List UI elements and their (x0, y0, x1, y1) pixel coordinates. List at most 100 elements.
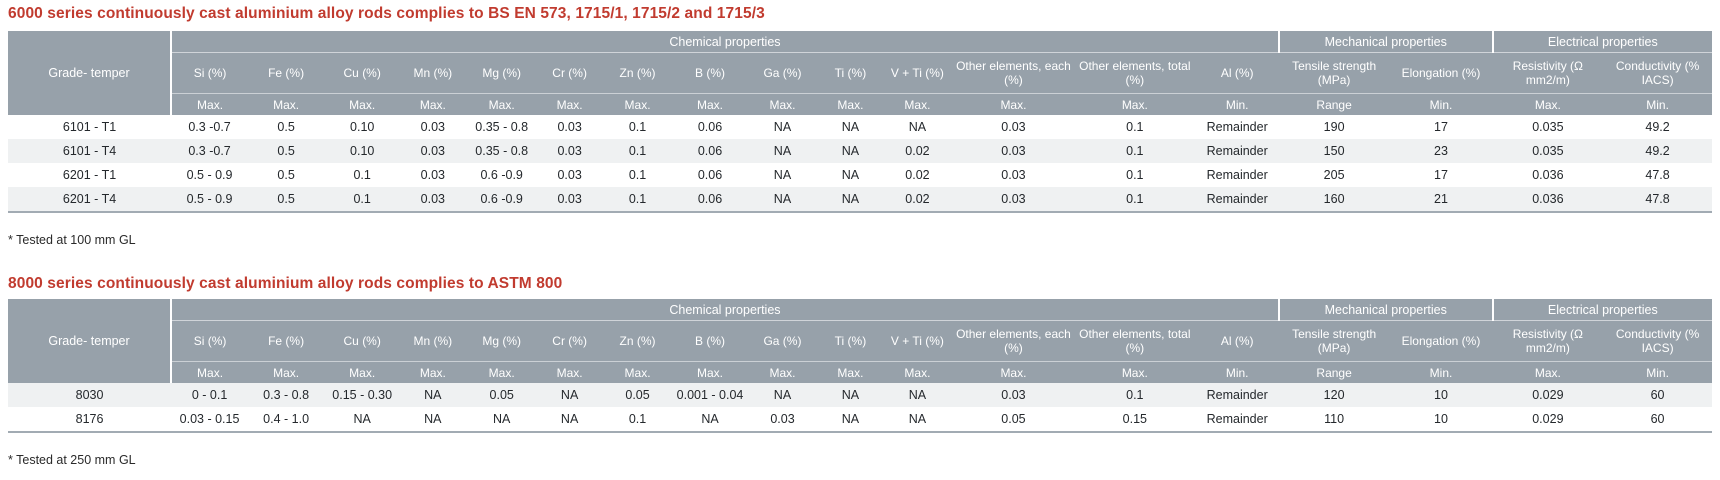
limit-tensile-strength-mpa: Range (1278, 361, 1390, 383)
cell-mn: NA (400, 407, 466, 433)
cell-conductivity-iacs: 49.2 (1603, 115, 1712, 139)
cell-mg: NA (465, 407, 538, 433)
column-header-fe: Fe (%) (248, 52, 325, 94)
cell-elongation: 23 (1389, 139, 1493, 163)
limit-cu: Max. (324, 361, 401, 383)
limit-b: Max. (673, 93, 747, 115)
cell-resistivity-mm2-m: 0.035 (1492, 115, 1604, 139)
cell-fe: 0.4 - 1.0 (248, 407, 325, 433)
cell-fe: 0.5 (248, 187, 325, 213)
cell-elongation: 10 (1389, 383, 1493, 407)
cell-resistivity-mm2-m: 0.029 (1492, 407, 1604, 433)
cell-al: Remainder (1195, 187, 1279, 213)
cell-other-elements-total: 0.1 (1074, 187, 1196, 213)
cell-ga: NA (746, 115, 819, 139)
limit-tensile-strength-mpa: Range (1278, 93, 1390, 115)
cell-cr: NA (537, 383, 602, 407)
group-header-electrical-properties: Electrical properties (1491, 31, 1712, 53)
cell-zn: 0.05 (601, 383, 674, 407)
cell-v-ti: 0.02 (882, 163, 953, 187)
cell-fe: 0.5 (248, 139, 325, 163)
cell-mn: 0.03 (400, 139, 466, 163)
cell-cr: 0.03 (537, 139, 602, 163)
column-header-conductivity-iacs: Conductivity (% IACS) (1603, 320, 1712, 362)
cell-b: 0.06 (673, 115, 747, 139)
cell-si: 0.3 -0.7 (171, 139, 249, 163)
column-header-conductivity-iacs: Conductivity (% IACS) (1603, 52, 1712, 94)
column-header-al: Al (%) (1195, 320, 1279, 362)
cell-ga: NA (746, 139, 819, 163)
grade-cell: 6201 - T4 (8, 187, 172, 213)
limit-ga: Max. (746, 93, 819, 115)
cell-tensile-strength-mpa: 150 (1278, 139, 1390, 163)
cell-resistivity-mm2-m: 0.035 (1492, 139, 1604, 163)
cell-other-elements-total: 0.1 (1074, 383, 1196, 407)
grade-temper-header: Grade- temper (8, 31, 173, 115)
cell-ti: NA (818, 115, 883, 139)
limit-mg: Max. (465, 93, 538, 115)
cell-si: 0.5 - 0.9 (171, 187, 249, 213)
column-header-cu: Cu (%) (324, 320, 401, 362)
cell-cu: 0.1 (324, 163, 401, 187)
limit-cr: Max. (537, 361, 602, 383)
limit-mg: Max. (465, 361, 538, 383)
cell-tensile-strength-mpa: 110 (1278, 407, 1390, 433)
cell-conductivity-iacs: 47.8 (1603, 187, 1712, 213)
limit-other-elements-each: Max. (952, 93, 1075, 115)
limit-cu: Max. (324, 93, 401, 115)
table-row-6101-t1: 6101 - T1 0.3 -0.7 0.5 0.10 0.03 0.35 - 0.8 0.… (8, 115, 1712, 139)
cell-other-elements-each: 0.03 (952, 163, 1075, 187)
cell-v-ti: NA (882, 115, 953, 139)
column-header-other-elements-total: Other elements, total (%) (1074, 320, 1196, 362)
column-header-other-elements-total: Other elements, total (%) (1074, 52, 1196, 94)
cell-mg: 0.35 - 0.8 (465, 115, 538, 139)
limit-si: Max. (171, 361, 249, 383)
column-header-al: Al (%) (1195, 52, 1279, 94)
limit-mn: Max. (400, 361, 466, 383)
limit-al: Min. (1195, 93, 1279, 115)
limit-si: Max. (171, 93, 249, 115)
column-header-v-ti: V + Ti (%) (882, 52, 953, 94)
cell-other-elements-total: 0.1 (1074, 163, 1196, 187)
limit-other-elements-total: Max. (1074, 93, 1196, 115)
cell-other-elements-total: 0.1 (1074, 139, 1196, 163)
cell-elongation: 21 (1389, 187, 1493, 213)
column-header-b: B (%) (673, 320, 747, 362)
cell-cr: NA (537, 407, 602, 433)
cell-ti: NA (818, 383, 883, 407)
cell-cu: 0.10 (324, 115, 401, 139)
limit-ti: Max. (818, 361, 883, 383)
limit-cr: Max. (537, 93, 602, 115)
column-header-elongation: Elongation (%) (1389, 320, 1493, 362)
cell-b: 0.06 (673, 139, 747, 163)
cell-v-ti: 0.02 (882, 187, 953, 213)
cell-resistivity-mm2-m: 0.036 (1492, 187, 1604, 213)
table-row-6101-t4: 6101 - T4 0.3 -0.7 0.5 0.10 0.03 0.35 - 0.8 0.… (8, 139, 1712, 163)
cell-conductivity-iacs: 47.8 (1603, 163, 1712, 187)
column-header-fe: Fe (%) (248, 320, 325, 362)
column-header-other-elements-each: Other elements, each (%) (952, 52, 1075, 94)
cell-fe: 0.5 (248, 115, 325, 139)
cell-v-ti: 0.02 (882, 139, 953, 163)
cell-other-elements-total: 0.15 (1074, 407, 1196, 433)
cell-other-elements-each: 0.03 (952, 187, 1075, 213)
cell-mg: 0.6 -0.9 (465, 163, 538, 187)
header-limit-row: Max. Max. Max. Max. Max. Max. Max. Max. Max. Max.… (8, 361, 1712, 383)
limit-zn: Max. (601, 361, 674, 383)
cell-al: Remainder (1195, 115, 1279, 139)
column-header-resistivity-mm2-m: Resistivity (Ω mm2/m) (1492, 320, 1604, 362)
cell-al: Remainder (1195, 383, 1279, 407)
cell-ga: NA (746, 163, 819, 187)
cell-ti: NA (818, 187, 883, 213)
limit-resistivity-mm2-m: Max. (1492, 93, 1604, 115)
cell-si: 0 - 0.1 (171, 383, 249, 407)
cell-cr: 0.03 (537, 115, 602, 139)
cell-al: Remainder (1195, 407, 1279, 433)
cell-ti: NA (818, 407, 883, 433)
limit-al: Min. (1195, 361, 1279, 383)
cell-resistivity-mm2-m: 0.036 (1492, 163, 1604, 187)
header-group-row: Grade- temper Chemical properties Mechanic… (8, 31, 1712, 115)
group-header-chemical-properties: Chemical properties (170, 299, 1279, 321)
column-header-zn: Zn (%) (601, 52, 674, 94)
